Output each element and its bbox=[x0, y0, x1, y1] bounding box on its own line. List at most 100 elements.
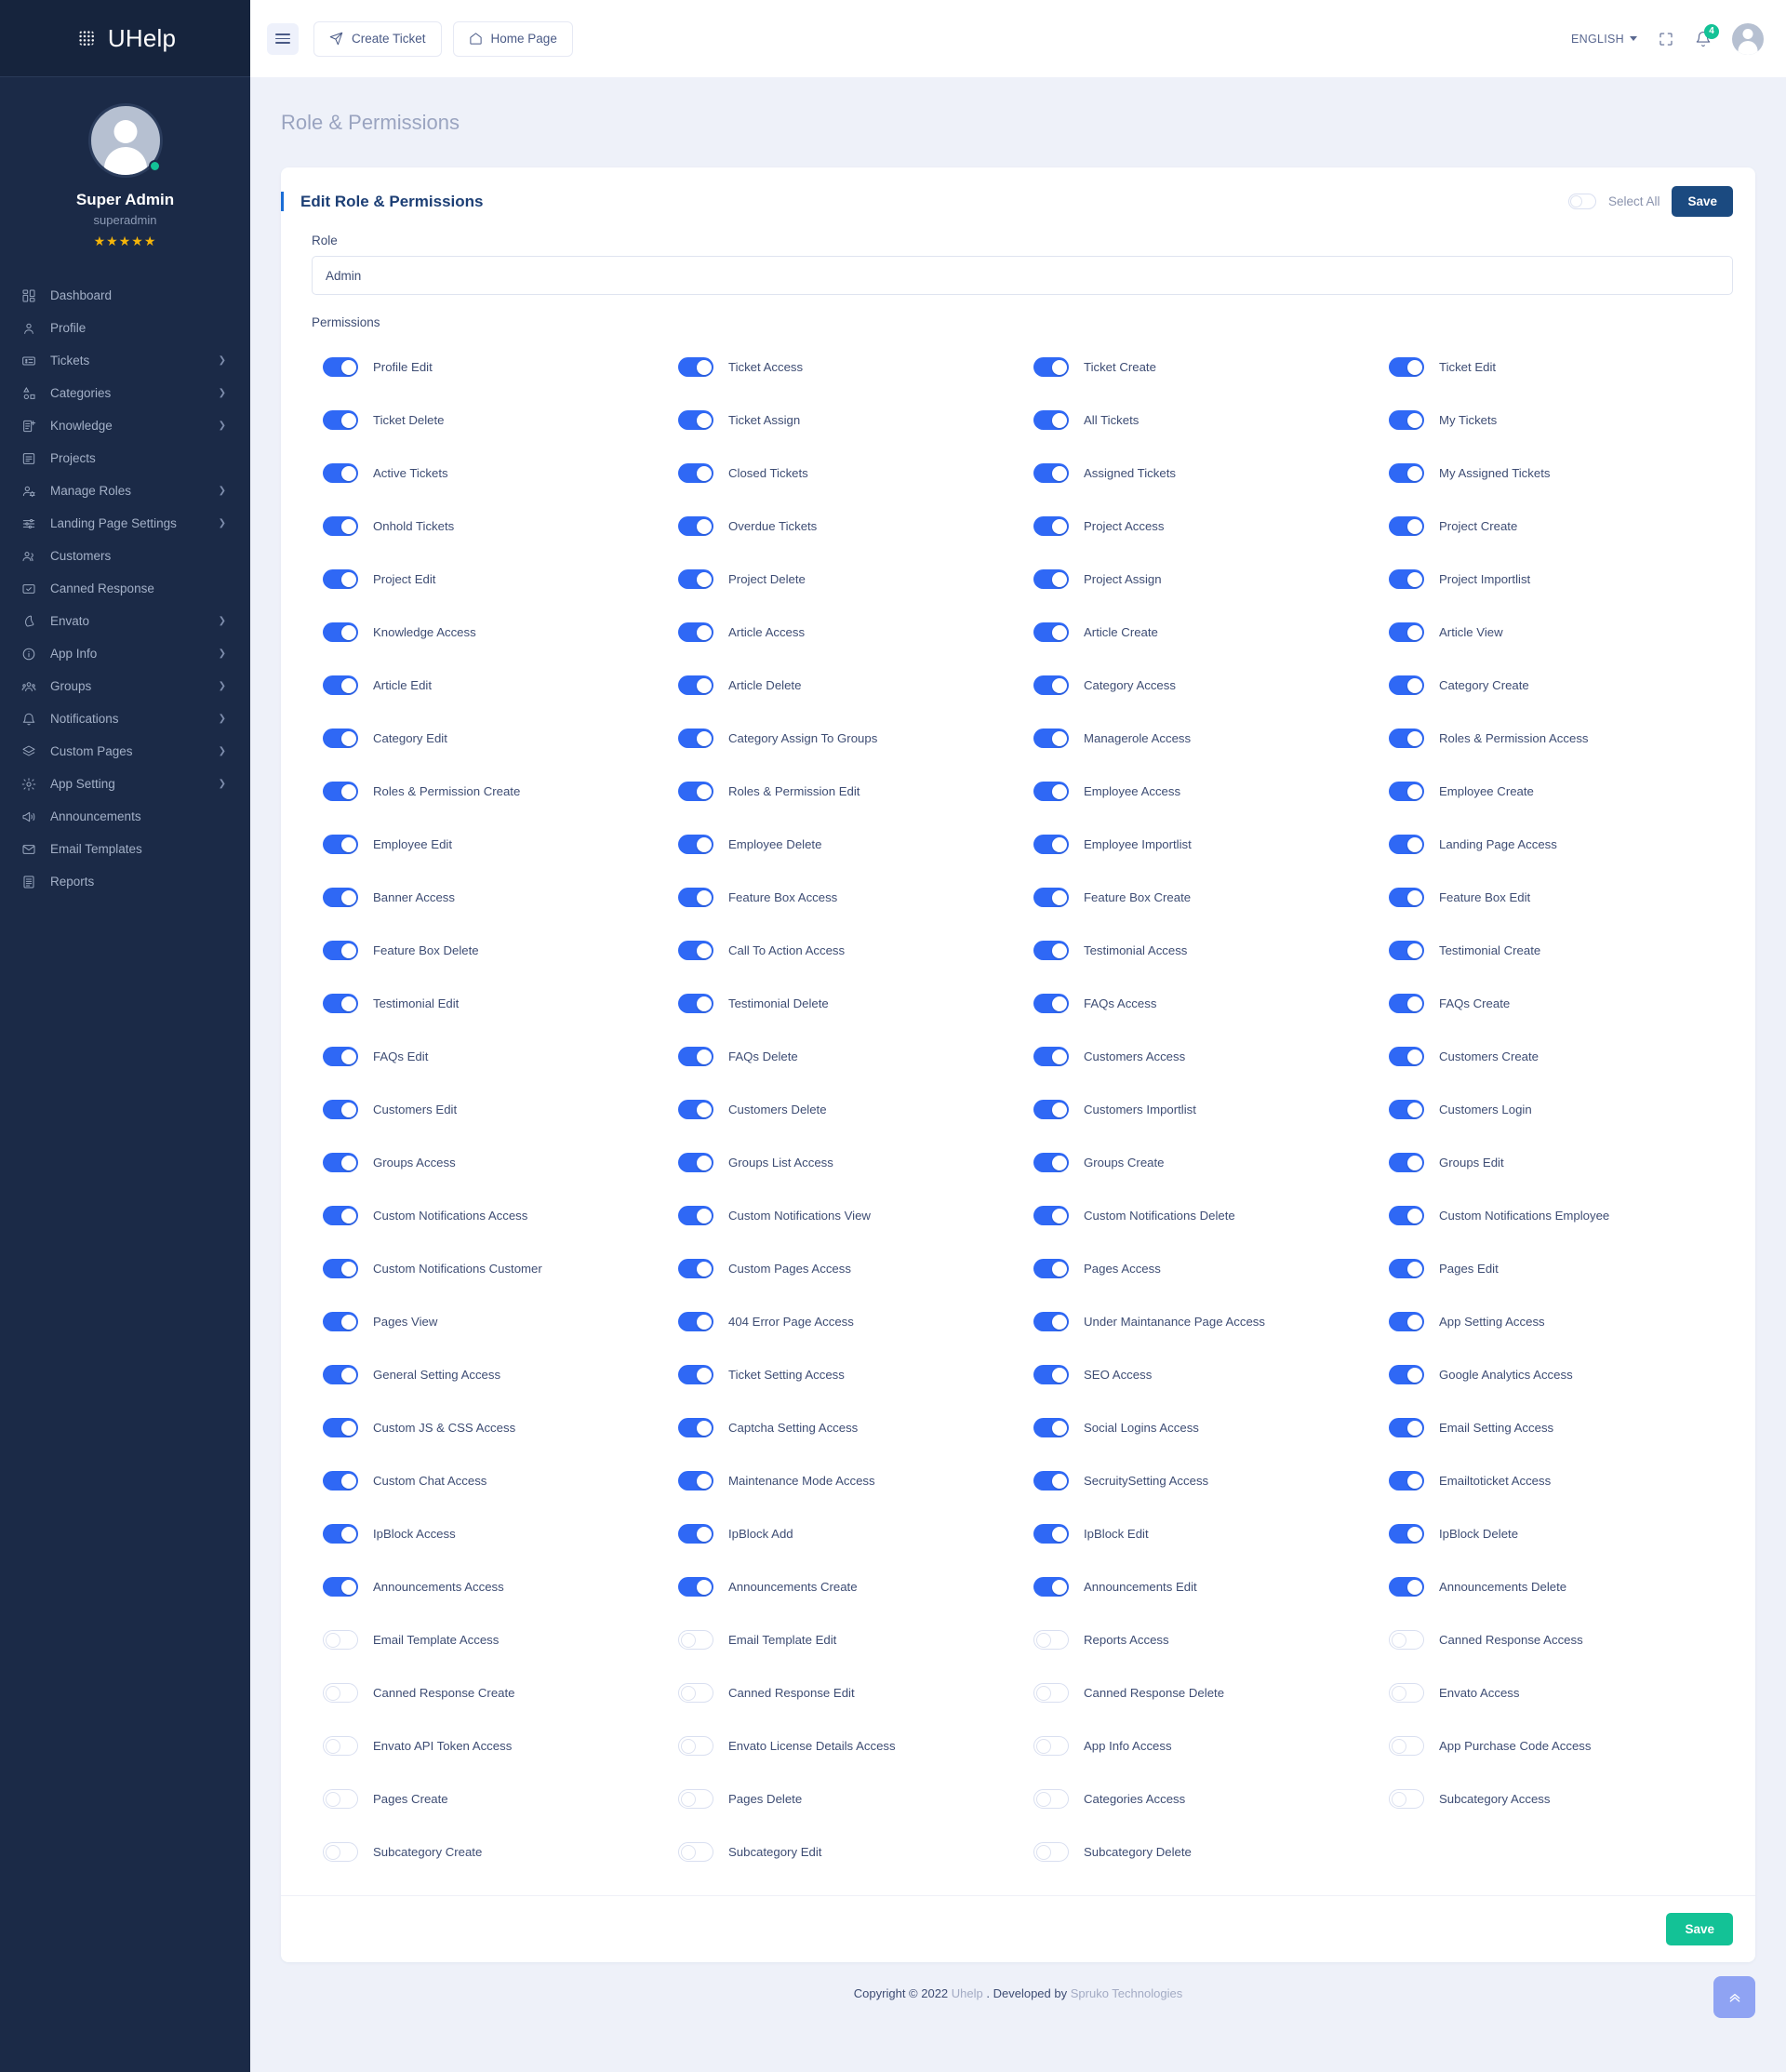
hamburger-icon[interactable] bbox=[267, 22, 299, 55]
permission-toggle[interactable] bbox=[1033, 782, 1069, 801]
sidebar-item-envato[interactable]: Envato ❯ bbox=[0, 605, 250, 637]
permission-toggle[interactable] bbox=[1033, 1365, 1069, 1384]
permission-toggle[interactable] bbox=[1389, 569, 1424, 589]
permission-toggle[interactable] bbox=[1389, 835, 1424, 854]
sidebar-item-announcements[interactable]: Announcements bbox=[0, 800, 250, 833]
permission-toggle[interactable] bbox=[678, 1365, 713, 1384]
permission-toggle[interactable] bbox=[1033, 463, 1069, 483]
permission-toggle[interactable] bbox=[323, 675, 358, 695]
permission-toggle[interactable] bbox=[1033, 1842, 1069, 1862]
permission-toggle[interactable] bbox=[678, 1842, 713, 1862]
permission-toggle[interactable] bbox=[323, 357, 358, 377]
permission-toggle[interactable] bbox=[1033, 1153, 1069, 1172]
permission-toggle[interactable] bbox=[1389, 1312, 1424, 1331]
permission-toggle[interactable] bbox=[678, 1259, 713, 1278]
permission-toggle[interactable] bbox=[1033, 994, 1069, 1013]
avatar[interactable] bbox=[87, 103, 163, 178]
permission-toggle[interactable] bbox=[1389, 1259, 1424, 1278]
sidebar-item-email-templates[interactable]: Email Templates bbox=[0, 833, 250, 865]
permission-toggle[interactable] bbox=[1033, 1736, 1069, 1756]
permission-toggle[interactable] bbox=[678, 516, 713, 536]
permission-toggle[interactable] bbox=[678, 1153, 713, 1172]
permission-toggle[interactable] bbox=[678, 675, 713, 695]
permission-toggle[interactable] bbox=[1389, 1418, 1424, 1437]
permission-toggle[interactable] bbox=[678, 1471, 713, 1491]
permission-toggle[interactable] bbox=[323, 1259, 358, 1278]
sidebar-item-customers[interactable]: Customers bbox=[0, 540, 250, 572]
header-avatar[interactable] bbox=[1732, 22, 1764, 55]
sidebar-item-groups[interactable]: Groups ❯ bbox=[0, 670, 250, 702]
permission-toggle[interactable] bbox=[1033, 729, 1069, 748]
sidebar-item-dashboard[interactable]: Dashboard bbox=[0, 279, 250, 312]
permission-toggle[interactable] bbox=[1033, 1100, 1069, 1119]
permission-toggle[interactable] bbox=[1389, 994, 1424, 1013]
permission-toggle[interactable] bbox=[323, 1630, 358, 1650]
permission-toggle[interactable] bbox=[1389, 888, 1424, 907]
permission-toggle[interactable] bbox=[323, 1683, 358, 1703]
sidebar-item-reports[interactable]: Reports bbox=[0, 865, 250, 898]
permission-toggle[interactable] bbox=[1389, 729, 1424, 748]
permission-toggle[interactable] bbox=[323, 410, 358, 430]
permission-toggle[interactable] bbox=[323, 1206, 358, 1225]
fullscreen-button[interactable] bbox=[1658, 31, 1674, 47]
permission-toggle[interactable] bbox=[1389, 1736, 1424, 1756]
permission-toggle[interactable] bbox=[1033, 1418, 1069, 1437]
permission-toggle[interactable] bbox=[678, 410, 713, 430]
permission-toggle[interactable] bbox=[1389, 463, 1424, 483]
permission-toggle[interactable] bbox=[323, 782, 358, 801]
sidebar-item-app-info[interactable]: App Info ❯ bbox=[0, 637, 250, 670]
permission-toggle[interactable] bbox=[678, 1418, 713, 1437]
permission-toggle[interactable] bbox=[678, 1312, 713, 1331]
permission-toggle[interactable] bbox=[678, 835, 713, 854]
company-link[interactable]: Spruko Technologies bbox=[1070, 1986, 1183, 2000]
permission-toggle[interactable] bbox=[1033, 941, 1069, 960]
permission-toggle[interactable] bbox=[678, 888, 713, 907]
permission-toggle[interactable] bbox=[323, 729, 358, 748]
permission-toggle[interactable] bbox=[323, 1842, 358, 1862]
permission-toggle[interactable] bbox=[1033, 622, 1069, 642]
permission-toggle[interactable] bbox=[323, 1524, 358, 1544]
permission-toggle[interactable] bbox=[323, 1736, 358, 1756]
brand-logo-area[interactable]: UHelp bbox=[0, 0, 250, 77]
permission-toggle[interactable] bbox=[1033, 1259, 1069, 1278]
permission-toggle[interactable] bbox=[1033, 1630, 1069, 1650]
permission-toggle[interactable] bbox=[1033, 835, 1069, 854]
permission-toggle[interactable] bbox=[323, 941, 358, 960]
permission-toggle[interactable] bbox=[678, 463, 713, 483]
permission-toggle[interactable] bbox=[1033, 516, 1069, 536]
permission-toggle[interactable] bbox=[678, 1736, 713, 1756]
permission-toggle[interactable] bbox=[678, 569, 713, 589]
sidebar-item-notifications[interactable]: Notifications ❯ bbox=[0, 702, 250, 735]
back-to-top-button[interactable] bbox=[1713, 1976, 1755, 2018]
permission-toggle[interactable] bbox=[1033, 410, 1069, 430]
select-all-toggle[interactable] bbox=[1567, 194, 1596, 209]
permission-toggle[interactable] bbox=[678, 1630, 713, 1650]
permission-toggle[interactable] bbox=[323, 1577, 358, 1597]
permission-toggle[interactable] bbox=[1389, 622, 1424, 642]
permission-toggle[interactable] bbox=[1033, 675, 1069, 695]
permission-toggle[interactable] bbox=[678, 994, 713, 1013]
sidebar-item-profile[interactable]: Profile bbox=[0, 312, 250, 344]
permission-toggle[interactable] bbox=[1033, 1789, 1069, 1809]
permission-toggle[interactable] bbox=[323, 1153, 358, 1172]
permission-toggle[interactable] bbox=[323, 569, 358, 589]
permission-toggle[interactable] bbox=[1389, 357, 1424, 377]
permission-toggle[interactable] bbox=[323, 1100, 358, 1119]
permission-toggle[interactable] bbox=[678, 1577, 713, 1597]
permission-toggle[interactable] bbox=[1033, 569, 1069, 589]
permission-toggle[interactable] bbox=[323, 622, 358, 642]
permission-toggle[interactable] bbox=[678, 1524, 713, 1544]
permission-toggle[interactable] bbox=[323, 1312, 358, 1331]
permission-toggle[interactable] bbox=[678, 1047, 713, 1066]
permission-toggle[interactable] bbox=[678, 1789, 713, 1809]
permission-toggle[interactable] bbox=[678, 622, 713, 642]
permission-toggle[interactable] bbox=[1389, 410, 1424, 430]
permission-toggle[interactable] bbox=[1389, 1789, 1424, 1809]
sidebar-item-tickets[interactable]: Tickets ❯ bbox=[0, 344, 250, 377]
permission-toggle[interactable] bbox=[678, 1683, 713, 1703]
permission-toggle[interactable] bbox=[678, 1206, 713, 1225]
permission-toggle[interactable] bbox=[1389, 1471, 1424, 1491]
language-selector[interactable]: ENGLISH bbox=[1571, 33, 1637, 46]
permission-toggle[interactable] bbox=[323, 888, 358, 907]
sidebar-item-knowledge[interactable]: Knowledge ❯ bbox=[0, 409, 250, 442]
